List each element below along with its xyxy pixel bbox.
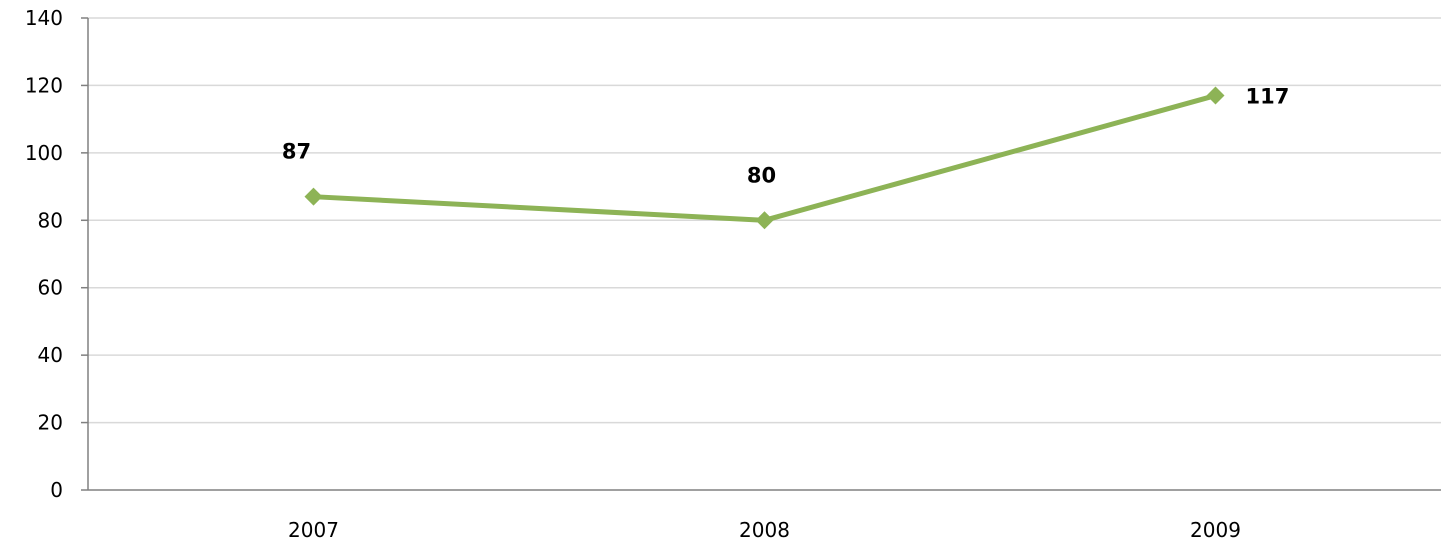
y-tick-label: 60 (38, 276, 63, 300)
gridlines (88, 17, 1441, 424)
y-tick-label: 20 (38, 411, 63, 435)
y-tick-label: 100 (25, 141, 63, 165)
data-label: 117 (1246, 85, 1290, 109)
y-tick-label: 40 (38, 343, 63, 367)
x-tick-label: 2008 (739, 518, 790, 542)
series-markers (304, 86, 1225, 230)
data-labels: 87 80 117 (282, 85, 1289, 188)
data-label: 80 (747, 163, 776, 187)
data-point-marker (1206, 86, 1225, 105)
x-tick-label: 2007 (288, 518, 339, 542)
y-tick-label: 120 (25, 73, 63, 97)
axes (81, 17, 1441, 491)
data-point-marker (755, 211, 774, 230)
y-axis-tick-labels: 0 20 40 60 80 100 120 140 (25, 6, 63, 502)
data-point-marker (304, 187, 323, 206)
data-label: 87 (282, 140, 311, 164)
series-line-path (311, 93, 1218, 223)
x-axis-tick-labels: 2007 2008 2009 (288, 518, 1241, 542)
x-tick-label: 2009 (1190, 518, 1241, 542)
y-tick-label: 80 (38, 208, 63, 232)
series-line (311, 93, 1218, 223)
y-tick-label: 0 (50, 478, 63, 502)
y-tick-label: 140 (25, 6, 63, 30)
